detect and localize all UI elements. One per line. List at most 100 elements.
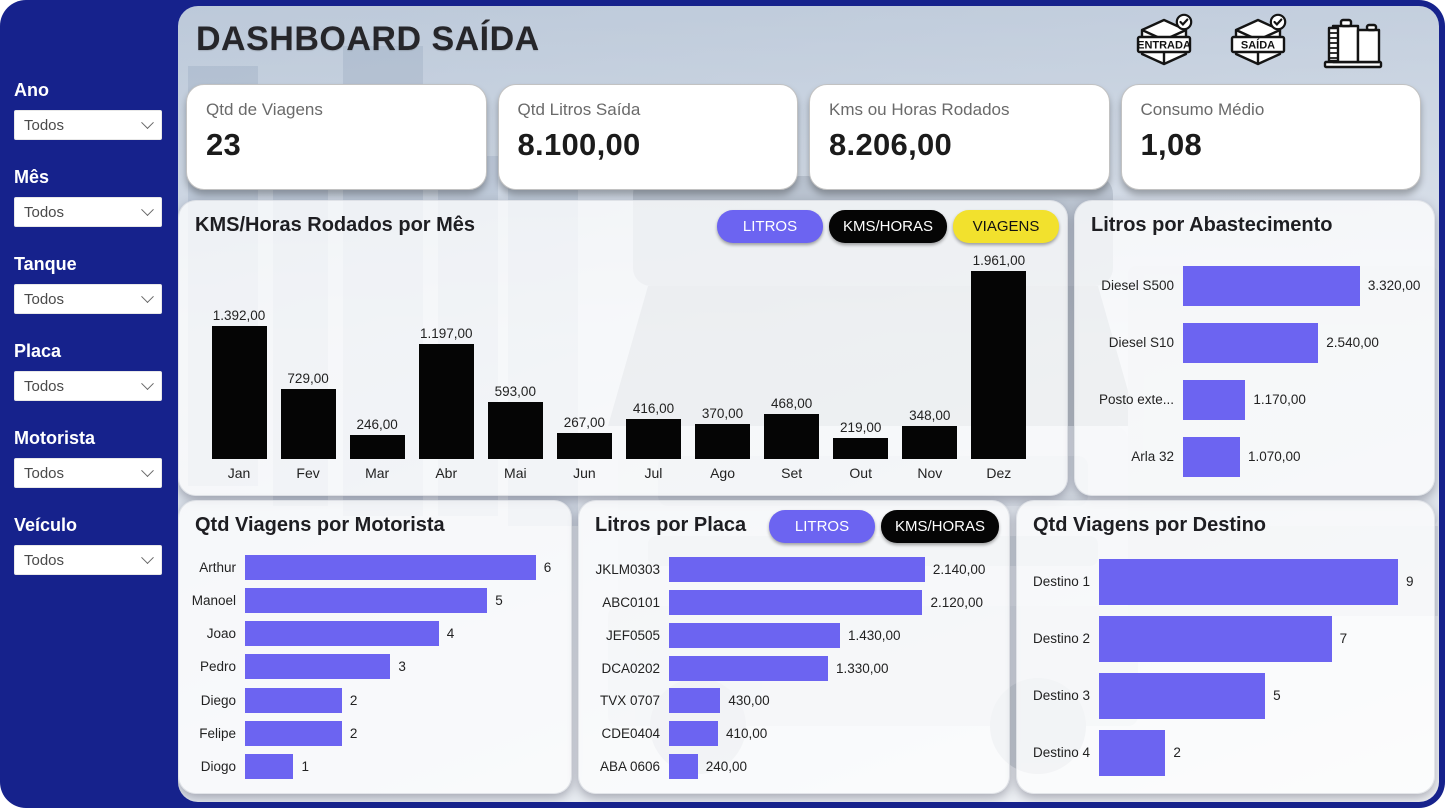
litros-toggle-button[interactable]: LITROS (768, 510, 875, 543)
entrada-box-icon[interactable]: ENTRADA (1133, 13, 1195, 71)
bar-row-Manoel[interactable]: Manoel 5 (187, 584, 561, 617)
column-Jan[interactable]: 1.392,00 Jan (205, 308, 273, 481)
bar-row-Posto exte...[interactable]: Posto exte... 1.170,00 (1087, 371, 1422, 428)
bar[interactable] (1099, 615, 1332, 662)
saida-label: SAÍDA (1241, 39, 1275, 52)
bar[interactable] (669, 622, 840, 648)
kms-horas-toggle-button[interactable]: KMS/HORAS (880, 510, 999, 543)
saida-box-icon[interactable]: SAÍDA (1227, 13, 1289, 71)
bar-value-label: 410,00 (726, 726, 768, 742)
bar[interactable] (1183, 322, 1319, 363)
bar[interactable] (669, 655, 828, 681)
panel-title: Litros por Abastecimento (1091, 214, 1333, 236)
bar-track: 2 (1099, 729, 1424, 776)
page-title: DASHBOARD SAÍDA (196, 20, 540, 58)
bar-row-Destino 2[interactable]: Destino 2 7 (1027, 610, 1424, 667)
litros-toggle-button[interactable]: LITROS (716, 210, 823, 243)
category-label: Manoel (191, 593, 236, 609)
tanque-dropdown[interactable]: Todos (14, 284, 162, 314)
bar-row-TVX 0707[interactable]: TVX 0707 430,00 (589, 684, 997, 717)
bar-row-Destino 3[interactable]: Destino 3 5 (1027, 667, 1424, 724)
bar[interactable] (669, 589, 923, 615)
column-Abr[interactable]: 1.197,00 Abr (412, 326, 480, 481)
bar[interactable] (625, 419, 681, 459)
viagens-toggle-button[interactable]: VIAGENS (953, 210, 1059, 243)
bar[interactable] (1099, 729, 1166, 776)
bar[interactable] (1099, 672, 1266, 719)
bar[interactable] (1099, 558, 1398, 605)
veiculo-dropdown[interactable]: Todos (14, 545, 162, 575)
bar[interactable] (211, 326, 267, 459)
bar-row-DCA0202[interactable]: DCA0202 1.330,00 (589, 652, 997, 685)
bar[interactable] (245, 588, 488, 614)
bar[interactable] (1183, 379, 1246, 420)
category-label: Destino 4 (1032, 745, 1090, 760)
bar-row-Diesel S10[interactable]: Diesel S10 2.540,00 (1087, 314, 1422, 371)
panel-viagens-por-destino: Qtd Viagens por Destino Destino 1 9 Destin… (1016, 500, 1435, 794)
bar[interactable] (245, 753, 294, 779)
bar-row-CDE0404[interactable]: CDE0404 410,00 (589, 717, 997, 750)
bar[interactable] (245, 687, 342, 713)
bar-row-Arthur[interactable]: Arthur 6 (187, 551, 561, 584)
bar-track: 2 (245, 720, 561, 746)
ano-dropdown[interactable]: Todos (14, 110, 162, 140)
bar[interactable] (245, 654, 391, 680)
bar-track: 1.330,00 (669, 655, 997, 681)
kpi-value: 8.100,00 (517, 127, 641, 162)
bar-row-Diego[interactable]: Diego 2 (187, 684, 561, 717)
panel-title: Qtd Viagens por Motorista (195, 514, 445, 536)
bar-row-JEF0505[interactable]: JEF0505 1.430,00 (589, 619, 997, 652)
column-Ago[interactable]: 370,00 Ago (689, 406, 757, 481)
column-Dez[interactable]: 1.961,00 Dez (965, 253, 1033, 481)
bar-row-ABA 0606[interactable]: ABA 0606 240,00 (589, 750, 997, 783)
bar[interactable] (902, 426, 958, 459)
motorista-dropdown[interactable]: Todos (14, 458, 162, 488)
bar[interactable] (669, 556, 925, 582)
mes-dropdown[interactable]: Todos (14, 197, 162, 227)
bar[interactable] (245, 555, 536, 581)
fuel-tank-icon[interactable] (1321, 13, 1385, 71)
column-Set[interactable]: 468,00 Set (758, 396, 826, 481)
bar-row-Diogo[interactable]: Diogo 1 (187, 750, 561, 783)
bar[interactable] (695, 424, 751, 459)
bar[interactable] (669, 688, 721, 714)
bar[interactable] (1183, 436, 1240, 477)
bar[interactable] (245, 720, 342, 746)
column-Jul[interactable]: 416,00 Jul (619, 401, 687, 481)
bar-row-ABC0101[interactable]: ABC0101 2.120,00 (589, 586, 997, 619)
bar-row-Destino 1[interactable]: Destino 1 9 (1027, 553, 1424, 610)
bar-row-Pedro[interactable]: Pedro 3 (187, 650, 561, 683)
column-Fev[interactable]: 729,00 Fev (274, 371, 342, 481)
column-Mai[interactable]: 593,00 Mai (481, 384, 549, 481)
column-Jun[interactable]: 267,00 Jun (550, 415, 618, 481)
panel-litros-por-placa: Litros por Placa LITROS KMS/HORAS JKLM03… (578, 500, 1010, 794)
bar-row-Destino 4[interactable]: Destino 4 2 (1027, 724, 1424, 781)
bar-row-Arla 32[interactable]: Arla 32 1.070,00 (1087, 428, 1422, 485)
column-Out[interactable]: 219,00 Out (827, 420, 895, 481)
bar[interactable] (418, 344, 474, 459)
bar[interactable] (1183, 265, 1360, 306)
bar[interactable] (280, 389, 336, 459)
kms-horas-toggle-button[interactable]: KMS/HORAS (828, 210, 947, 243)
bar-row-JKLM0303[interactable]: JKLM0303 2.140,00 (589, 553, 997, 586)
bar-track: 240,00 (669, 754, 997, 780)
bar-row-Joao[interactable]: Joao 4 (187, 617, 561, 650)
bar[interactable] (971, 271, 1027, 459)
bar-value-label: 593,00 (494, 384, 536, 399)
bar[interactable] (245, 621, 439, 647)
bar[interactable] (833, 438, 889, 459)
column-Mar[interactable]: 246,00 Mar (343, 417, 411, 481)
bar[interactable] (349, 435, 405, 459)
bar-row-Diesel S500[interactable]: Diesel S500 3.320,00 (1087, 257, 1422, 314)
bar[interactable] (764, 414, 820, 459)
column-Nov[interactable]: 348,00 Nov (896, 408, 964, 481)
bar-value-label: 1.330,00 (836, 660, 889, 676)
bar[interactable] (556, 433, 612, 459)
bar-value-label: 2 (349, 725, 358, 741)
bar-value-label: 5 (495, 593, 503, 609)
placa-dropdown[interactable]: Todos (14, 371, 162, 401)
bar[interactable] (669, 721, 718, 747)
bar[interactable] (669, 754, 698, 780)
bar[interactable] (487, 402, 543, 459)
bar-row-Felipe[interactable]: Felipe 2 (187, 717, 561, 750)
